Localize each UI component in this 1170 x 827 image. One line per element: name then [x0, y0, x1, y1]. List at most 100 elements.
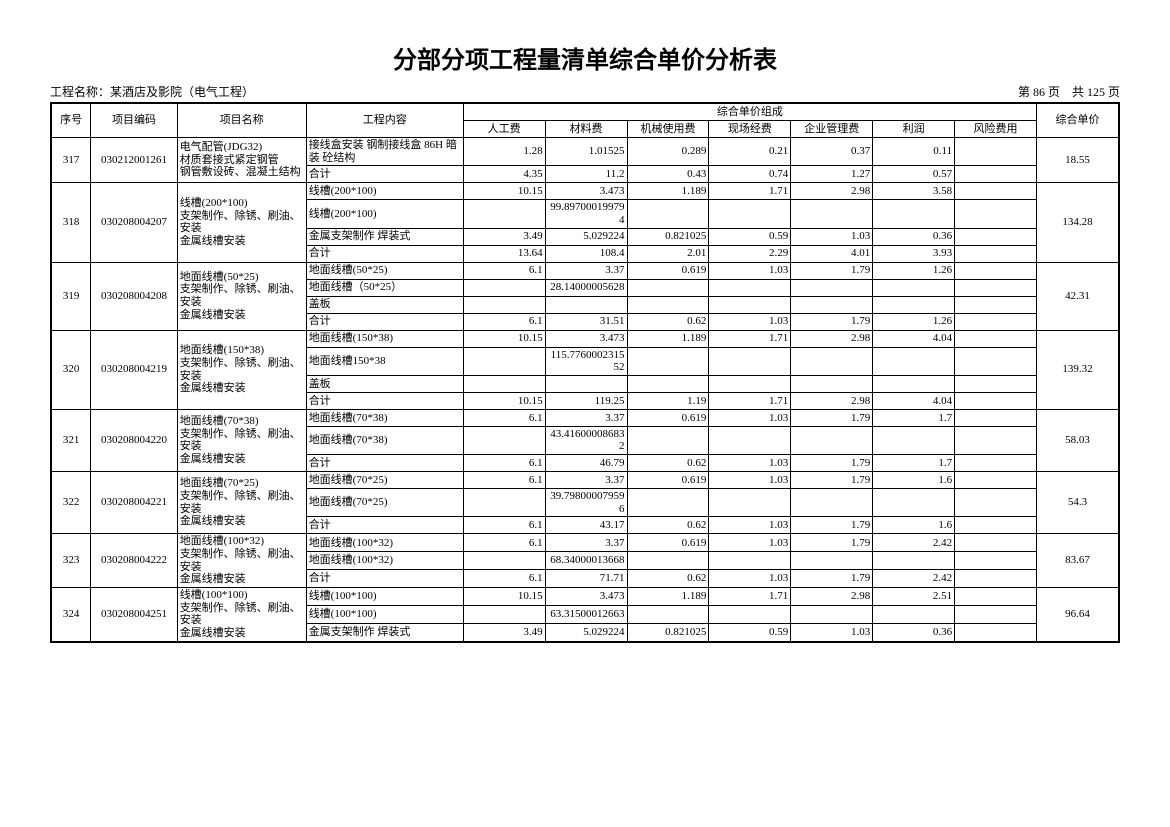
project-name: 某酒店及影院（电气工程）	[110, 85, 254, 99]
cell-labor	[463, 605, 545, 623]
cell-mgmt: 2.98	[791, 392, 873, 409]
cell-machine: 0.62	[627, 455, 709, 472]
cell-profit	[873, 279, 955, 296]
cell-labor: 6.1	[463, 534, 545, 552]
cell-total: 83.67	[1036, 534, 1119, 588]
cell-site: 0.59	[709, 228, 791, 245]
cell-site: 1.71	[709, 330, 791, 347]
cell-labor: 13.64	[463, 245, 545, 262]
cell-labor	[463, 279, 545, 296]
cell-site: 1.03	[709, 517, 791, 534]
project-label: 工程名称：	[50, 85, 110, 99]
cell-risk	[955, 375, 1037, 392]
cell-labor: 10.15	[463, 330, 545, 347]
table-row: 323030208004222地面线槽(100*32) 支架制作、除锈、刷油、安…	[51, 534, 1119, 552]
cell-mgmt	[791, 200, 873, 228]
cell-machine: 0.62	[627, 517, 709, 534]
th-site: 现场经费	[709, 121, 791, 138]
cell-content: 线槽(200*100)	[306, 200, 463, 228]
cell-mgmt: 1.79	[791, 472, 873, 489]
cell-site	[709, 552, 791, 570]
cell-profit: 1.6	[873, 472, 955, 489]
cell-site	[709, 200, 791, 228]
cell-code: 030208004220	[91, 409, 177, 471]
cell-profit: 2.42	[873, 570, 955, 588]
cell-material: 46.79	[545, 455, 627, 472]
cell-risk	[955, 489, 1037, 517]
cell-labor: 6.1	[463, 313, 545, 330]
cell-name: 地面线槽(100*32) 支架制作、除锈、刷油、安装 金属线槽安装	[177, 534, 306, 588]
cell-profit: 0.57	[873, 166, 955, 183]
cell-risk	[955, 534, 1037, 552]
cell-content: 合计	[306, 455, 463, 472]
cell-name: 线槽(200*100) 支架制作、除锈、刷油、安装 金属线槽安装	[177, 183, 306, 262]
cell-labor	[463, 426, 545, 454]
page-title: 分部分项工程量清单综合单价分析表	[50, 40, 1120, 75]
cell-content: 地面线槽（50*25）	[306, 279, 463, 296]
cell-content: 盖板	[306, 375, 463, 392]
cell-machine	[627, 489, 709, 517]
cell-material: 68.34000013668	[545, 552, 627, 570]
cell-site: 1.03	[709, 262, 791, 279]
cell-code: 030212001261	[91, 138, 177, 183]
cell-site: 0.74	[709, 166, 791, 183]
cell-material: 63.31500012663	[545, 605, 627, 623]
th-code: 项目编码	[91, 103, 177, 138]
cell-labor: 10.15	[463, 183, 545, 200]
cell-mgmt: 2.98	[791, 330, 873, 347]
cell-name: 地面线槽(150*38) 支架制作、除锈、刷油、安装 金属线槽安装	[177, 330, 306, 409]
cell-profit	[873, 426, 955, 454]
cell-material: 43.17	[545, 517, 627, 534]
cell-site: 1.03	[709, 534, 791, 552]
cell-content: 地面线槽(50*25)	[306, 262, 463, 279]
cell-site: 0.59	[709, 623, 791, 641]
table-row: 317030212001261电气配管(JDG32) 材质套接式紧定钢管 钢管敷…	[51, 138, 1119, 166]
cell-seq: 323	[51, 534, 91, 588]
cell-mgmt: 4.01	[791, 245, 873, 262]
cell-risk	[955, 392, 1037, 409]
cell-content: 地面线槽(70*25)	[306, 489, 463, 517]
cell-material: 3.37	[545, 409, 627, 426]
cell-machine	[627, 605, 709, 623]
cell-site	[709, 426, 791, 454]
cell-content: 金属支架制作 焊装式	[306, 623, 463, 641]
cell-material	[545, 296, 627, 313]
cell-profit: 0.36	[873, 623, 955, 641]
cell-content: 线槽(100*100)	[306, 605, 463, 623]
th-content: 工程内容	[306, 103, 463, 138]
cell-profit	[873, 375, 955, 392]
cell-site	[709, 347, 791, 375]
cell-labor: 6.1	[463, 472, 545, 489]
cell-profit: 1.26	[873, 313, 955, 330]
table-row: 321030208004220地面线槽(70*38) 支架制作、除锈、刷油、安装…	[51, 409, 1119, 426]
cell-risk	[955, 313, 1037, 330]
cell-mgmt: 1.79	[791, 570, 873, 588]
cell-risk	[955, 245, 1037, 262]
cell-machine: 0.62	[627, 570, 709, 588]
cell-mgmt: 1.79	[791, 409, 873, 426]
cell-content: 合计	[306, 392, 463, 409]
cell-profit: 0.11	[873, 138, 955, 166]
th-name: 项目名称	[177, 103, 306, 138]
cell-machine: 0.43	[627, 166, 709, 183]
cell-material: 71.71	[545, 570, 627, 588]
cell-mgmt	[791, 296, 873, 313]
cell-site: 1.03	[709, 472, 791, 489]
cell-material: 3.473	[545, 330, 627, 347]
cell-profit: 1.7	[873, 455, 955, 472]
cell-mgmt: 1.79	[791, 517, 873, 534]
cell-labor: 10.15	[463, 392, 545, 409]
cell-machine: 1.189	[627, 330, 709, 347]
cell-machine	[627, 296, 709, 313]
cell-site	[709, 375, 791, 392]
page-current: 第 86 页	[1018, 85, 1060, 99]
cell-content: 合计	[306, 166, 463, 183]
cell-labor: 3.49	[463, 623, 545, 641]
cell-content: 地面线槽(70*38)	[306, 409, 463, 426]
cell-material: 3.37	[545, 472, 627, 489]
cell-material: 3.473	[545, 587, 627, 605]
cell-machine: 0.62	[627, 313, 709, 330]
cell-material: 115.776000231552	[545, 347, 627, 375]
cell-mgmt	[791, 347, 873, 375]
cell-risk	[955, 409, 1037, 426]
